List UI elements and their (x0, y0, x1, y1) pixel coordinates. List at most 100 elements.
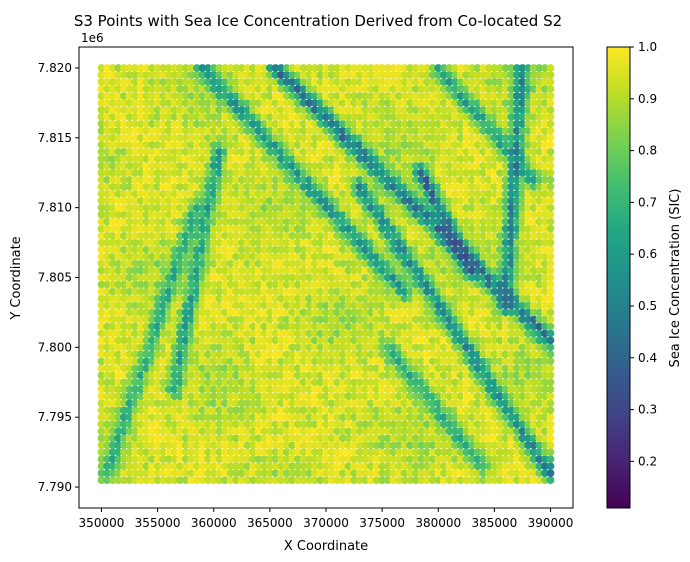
scatter-point (288, 99, 297, 107)
scatter-point (159, 455, 168, 463)
scatter-point (428, 231, 437, 240)
scatter-point (316, 238, 325, 247)
scatter-point (114, 308, 123, 317)
scatter-point (164, 126, 173, 135)
scatter-point (546, 455, 555, 463)
scatter-point (131, 357, 140, 366)
scatter-point (350, 133, 358, 142)
scatter-point (187, 308, 196, 317)
scatter-point (411, 71, 420, 79)
scatter-point (310, 308, 319, 317)
scatter-point (322, 64, 330, 72)
scatter-point (125, 71, 134, 79)
scatter-point (524, 406, 532, 415)
scatter-point (361, 217, 370, 226)
scatter-point (271, 168, 280, 177)
scatter-point (310, 343, 319, 352)
scatter-point (361, 357, 370, 366)
scatter-point (513, 175, 521, 184)
scatter-point (333, 259, 342, 268)
scatter-point (310, 399, 319, 408)
scatter-point (288, 280, 297, 289)
scatter-point (294, 378, 302, 387)
scatter-point (378, 203, 386, 212)
scatter-point (355, 217, 364, 226)
scatter-point (310, 413, 319, 422)
scatter-point (524, 322, 532, 331)
scatter-point (249, 287, 257, 296)
scatter-point (187, 133, 196, 142)
scatter-point (108, 392, 117, 401)
scatter-point (97, 329, 106, 338)
scatter-point (479, 99, 488, 107)
scatter-point (355, 168, 364, 177)
scatter-point (125, 259, 134, 268)
scatter-point (344, 399, 353, 408)
scatter-point (518, 168, 527, 177)
scatter-point (361, 371, 370, 380)
scatter-point (193, 469, 201, 477)
scatter-point (164, 406, 173, 415)
scatter-point (507, 406, 516, 415)
scatter-point (221, 287, 229, 296)
scatter-point (159, 413, 168, 422)
scatter-point (361, 329, 370, 338)
scatter-point (103, 406, 111, 415)
scatter-point (423, 266, 431, 275)
scatter-point (507, 434, 516, 443)
scatter-point (198, 392, 207, 401)
scatter-point (333, 350, 342, 359)
scatter-point (294, 154, 302, 163)
scatter-point (513, 71, 521, 79)
scatter-point (327, 78, 336, 86)
scatter-point (249, 92, 257, 100)
scatter-point (120, 196, 128, 205)
scatter-point (294, 343, 302, 352)
scatter-point (221, 224, 229, 233)
scatter-point (451, 385, 459, 394)
scatter-point (423, 64, 431, 72)
scatter-point (350, 231, 358, 240)
scatter-point (333, 434, 342, 443)
scatter-point (546, 448, 555, 456)
scatter-point (496, 78, 504, 86)
scatter-point (114, 420, 123, 429)
scatter-point (204, 280, 213, 289)
scatter-point (327, 273, 336, 282)
scatter-point (406, 294, 415, 303)
scatter-point (159, 315, 168, 324)
scatter-point (288, 315, 297, 324)
scatter-point (294, 119, 302, 128)
scatter-point (176, 245, 184, 254)
scatter-point (518, 448, 527, 456)
scatter-point (153, 350, 162, 359)
scatter-point (204, 182, 213, 191)
scatter-point (226, 294, 235, 303)
scatter-point (243, 259, 252, 268)
scatter-point (305, 259, 314, 268)
scatter-point (266, 210, 274, 219)
scatter-point (383, 308, 392, 317)
scatter-point (468, 92, 476, 100)
scatter-point (395, 189, 403, 198)
scatter-point (423, 106, 431, 114)
scatter-point (237, 210, 246, 219)
scatter-point (136, 406, 145, 415)
scatter-point (350, 168, 358, 177)
scatter-point (164, 343, 173, 352)
scatter-point (456, 196, 465, 205)
scatter-point (411, 203, 420, 212)
scatter-point (136, 175, 145, 184)
scatter-point (417, 252, 426, 261)
scatter-point (97, 371, 106, 380)
scatter-point (125, 78, 134, 86)
scatter-point (108, 224, 117, 233)
scatter-point (103, 182, 111, 191)
scatter-point (344, 210, 353, 219)
scatter-point (333, 462, 342, 470)
scatter-point (310, 392, 319, 401)
scatter-point (142, 210, 151, 219)
scatter-point (215, 322, 224, 331)
scatter-point (406, 434, 415, 443)
scatter-point (277, 252, 285, 261)
